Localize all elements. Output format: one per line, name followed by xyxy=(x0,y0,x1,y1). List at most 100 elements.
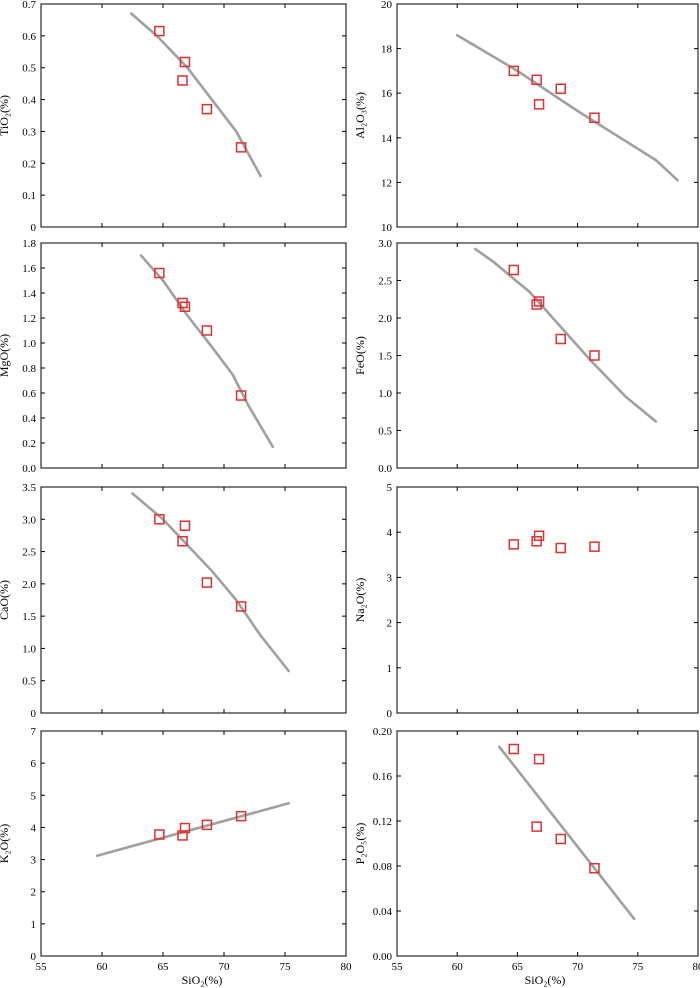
y-tick-label: 0 xyxy=(31,708,37,720)
panel-feo: 0.0 0.5 1.0 1.5 2.0 2.5 3.0 FeO(%) xyxy=(353,238,699,475)
y-tick-label: 0.6 xyxy=(22,31,36,43)
y-tick-label: 0.0 xyxy=(378,463,392,475)
y-tick-label: 0.4 xyxy=(22,413,36,425)
y-tick-label: 2.0 xyxy=(378,313,392,325)
y-tick-label: 4 xyxy=(387,527,393,539)
plot-frame xyxy=(40,3,347,228)
y-tick-label: 5 xyxy=(31,790,37,802)
data-point xyxy=(154,267,165,279)
y-tick-label: 18 xyxy=(381,44,393,56)
data-point xyxy=(555,333,566,345)
data-point xyxy=(201,103,213,115)
data-point xyxy=(154,514,165,525)
y-tick-label: 16 xyxy=(381,88,393,100)
y-tick-label: 0.5 xyxy=(22,676,36,688)
y-tick-label: 10 xyxy=(381,222,393,234)
data-point xyxy=(555,833,566,845)
data-point xyxy=(235,142,247,153)
y-tick-label: 2 xyxy=(387,618,393,630)
y-tick-label: 2 xyxy=(31,887,37,899)
x-tick-label: 70 xyxy=(219,961,231,973)
trend-line xyxy=(455,33,679,182)
data-point xyxy=(531,299,542,310)
panel-k2o: 0 1 2 3 4 5 6 7 K₂O(%) xyxy=(0,726,347,963)
y-tick-label: 2.0 xyxy=(22,579,36,591)
x-axis-label-right: SiO₂(%) xyxy=(525,973,566,987)
y-tick-label: 0 xyxy=(387,708,393,720)
data-point xyxy=(235,810,247,822)
data-point xyxy=(201,819,213,831)
trend-line xyxy=(474,247,658,423)
data-point xyxy=(533,296,545,307)
y-tick-label: 3.5 xyxy=(22,482,36,494)
y-tick-label: 1.5 xyxy=(22,611,36,623)
y-tick-label: 1 xyxy=(387,663,393,675)
data-point xyxy=(589,350,600,361)
data-point xyxy=(508,65,520,77)
y-tick-label: 1.2 xyxy=(22,313,36,325)
data-point xyxy=(508,539,520,550)
y-tick-label: 1.8 xyxy=(22,238,36,250)
y-tick-label: 1.0 xyxy=(378,388,392,400)
y-tick-label: 1.6 xyxy=(22,263,36,275)
y-axis-label: Na₂O(%) xyxy=(353,578,367,623)
x-tick-label: 55 xyxy=(36,961,48,973)
y-axis-label: P₂O₅(%) xyxy=(353,823,367,865)
panel-al2o3: 10 12 14 16 18 20 Al₂O₃(%) xyxy=(353,0,699,234)
data-point xyxy=(154,25,165,37)
y-tick-label: 3 xyxy=(31,855,37,867)
y-tick-label: 0.00 xyxy=(373,951,393,963)
panel-tio2: 0 0.1 0.2 0.3 0.4 0.5 0.6 0.7 TiO₂(%) xyxy=(0,0,347,234)
data-point xyxy=(235,601,247,612)
data-point xyxy=(555,83,566,94)
y-tick-label: 0.20 xyxy=(373,726,393,738)
plot-frame xyxy=(396,486,699,714)
y-tick-label: 0.4 xyxy=(22,95,36,107)
data-point xyxy=(179,56,191,68)
y-tick-label: 1.5 xyxy=(378,351,392,363)
y-axis-label: CaO(%) xyxy=(0,580,11,620)
panel-p2o5: 0.00 0.04 0.08 0.12 0.16 0.20 P₂O₅(%) xyxy=(353,726,699,963)
plot-frame xyxy=(40,730,347,957)
y-tick-label: 0 xyxy=(31,951,37,963)
y-tick-label: 0.12 xyxy=(373,816,392,828)
y-tick-label: 0.04 xyxy=(373,906,393,918)
y-tick-label: 3.0 xyxy=(378,238,392,250)
y-tick-label: 14 xyxy=(381,133,393,145)
y-axis-label: FeO(%) xyxy=(353,336,367,375)
y-axis-label: Al₂O₃(%) xyxy=(353,92,367,139)
x-tick-label: 65 xyxy=(512,961,524,973)
data-point xyxy=(555,542,566,554)
data-point xyxy=(179,301,191,312)
plot-frame xyxy=(40,486,347,714)
y-tick-label: 1.0 xyxy=(22,643,36,655)
data-point xyxy=(533,99,545,110)
y-tick-label: 0.2 xyxy=(22,438,36,450)
x-axis-label-left: SiO₂(%) xyxy=(182,973,223,987)
trend-line xyxy=(131,492,290,673)
y-tick-label: 4 xyxy=(31,822,37,834)
y-axis-label: K₂O(%) xyxy=(0,824,11,864)
y-tick-label: 3 xyxy=(387,572,393,584)
y-tick-label: 0.5 xyxy=(22,63,36,75)
plot-frame xyxy=(396,730,699,957)
data-point xyxy=(177,535,188,547)
data-point xyxy=(177,75,188,86)
data-point xyxy=(589,112,600,123)
x-ticks-left: 55 60 65 70 75 80 xyxy=(36,961,353,973)
x-tick-label: 75 xyxy=(280,961,292,973)
y-tick-label: 3.0 xyxy=(22,514,36,526)
y-tick-label: 1.0 xyxy=(22,338,36,350)
y-tick-label: 20 xyxy=(381,0,393,11)
y-tick-label: 5 xyxy=(387,482,393,494)
data-point xyxy=(589,863,600,874)
data-point xyxy=(154,829,165,840)
y-tick-label: 1.4 xyxy=(22,288,36,300)
data-point xyxy=(201,325,213,336)
y-tick-label: 1 xyxy=(31,919,37,931)
plot-frame xyxy=(396,3,699,228)
data-point xyxy=(177,830,188,841)
x-ticks-right: 55 60 65 70 75 80 xyxy=(392,961,700,973)
y-tick-label: 6 xyxy=(31,758,37,770)
